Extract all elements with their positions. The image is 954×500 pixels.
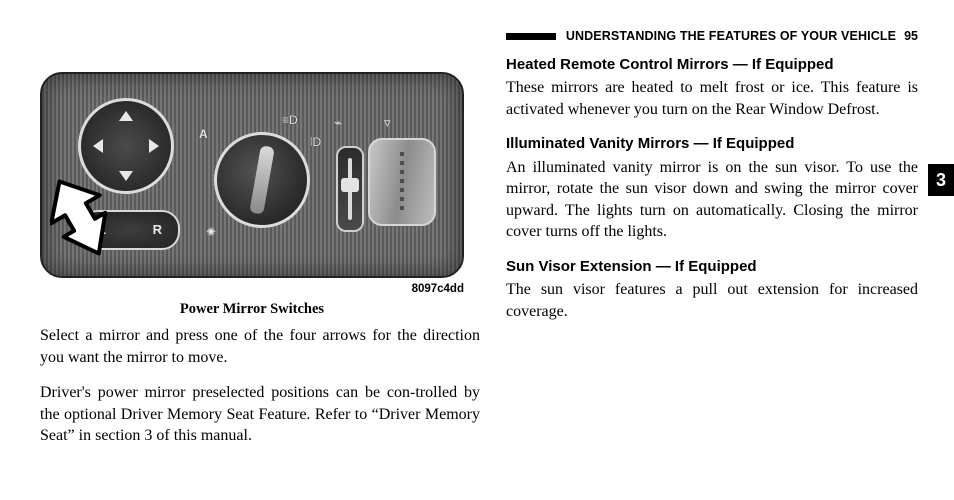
mirror-direction-knob bbox=[78, 98, 174, 194]
vanity-mirrors-text: An illuminated vanity mirror is on the s… bbox=[506, 157, 918, 243]
fog-lamp-icon: ⦚D bbox=[310, 134, 321, 150]
figure-id: 8097c4dd bbox=[40, 282, 464, 298]
header-title: UNDERSTANDING THE FEATURES OF YOUR VEHIC… bbox=[566, 28, 896, 45]
figure-caption: Power Mirror Switches bbox=[40, 300, 464, 320]
headlamp-dial bbox=[214, 132, 310, 228]
section-thumb-tab: 3 bbox=[928, 164, 954, 196]
vanity-mirrors-heading: Illuminated Vanity Mirrors — If Equipped bbox=[506, 134, 918, 154]
heated-mirrors-text: These mirrors are heated to melt frost o… bbox=[506, 77, 918, 120]
mirror-lr-selector: L R bbox=[80, 210, 180, 250]
arrow-right-icon bbox=[149, 139, 159, 153]
cargo-light-icon: ▿ bbox=[384, 114, 391, 132]
selector-right-label: R bbox=[153, 221, 162, 239]
header-page-number: 95 bbox=[904, 28, 918, 45]
arrow-left-icon bbox=[93, 139, 103, 153]
right-column: UNDERSTANDING THE FEATURES OF YOUR VEHIC… bbox=[506, 28, 918, 461]
left-paragraph-2: Driver's power mirror preselected positi… bbox=[40, 382, 480, 447]
sun-visor-heading: Sun Visor Extension — If Equipped bbox=[506, 257, 918, 277]
power-mirror-switch-figure: L R A ✺ ≡D ⦚D ⌁ ▿ bbox=[40, 72, 464, 278]
left-column: L R A ✺ ≡D ⦚D ⌁ ▿ 8097c4dd Power Mirror … bbox=[40, 28, 480, 461]
auto-label: A bbox=[199, 126, 208, 142]
dome-light-icon: ⌁ bbox=[334, 114, 342, 132]
sun-visor-text: The sun visor features a pull out extens… bbox=[506, 279, 918, 322]
heated-mirrors-heading: Heated Remote Control Mirrors — If Equip… bbox=[506, 55, 918, 75]
manual-page: L R A ✺ ≡D ⦚D ⌁ ▿ 8097c4dd Power Mirror … bbox=[0, 0, 954, 481]
figure-block: L R A ✺ ≡D ⦚D ⌁ ▿ 8097c4dd Power Mirror … bbox=[40, 72, 480, 319]
dimmer-slider bbox=[336, 146, 364, 232]
section-number: 3 bbox=[936, 168, 946, 192]
right-knob bbox=[368, 138, 436, 226]
headlamp-icon: ≡D bbox=[282, 112, 298, 128]
selector-left-label: L bbox=[98, 221, 106, 239]
left-paragraph-1: Select a mirror and press one of the fou… bbox=[40, 325, 480, 368]
page-header: UNDERSTANDING THE FEATURES OF YOUR VEHIC… bbox=[506, 28, 918, 45]
arrow-up-icon bbox=[119, 111, 133, 121]
parking-lights-icon: ✺ bbox=[206, 224, 216, 240]
header-rule bbox=[506, 33, 556, 40]
arrow-down-icon bbox=[119, 171, 133, 181]
